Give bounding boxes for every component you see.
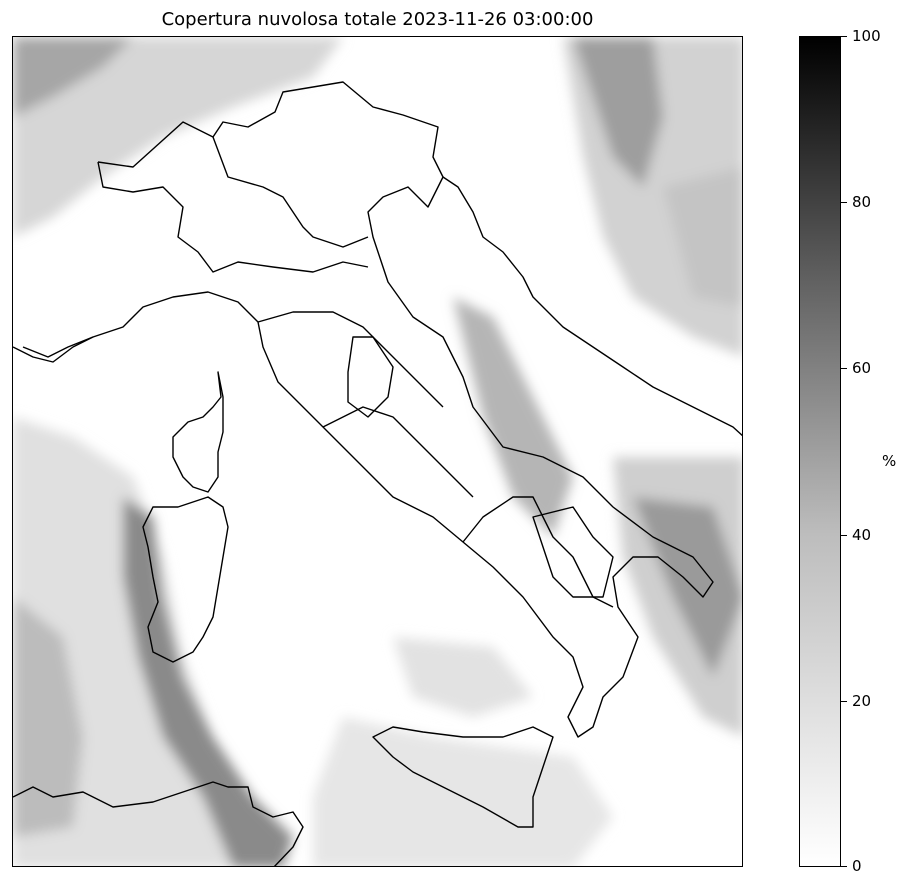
colorbar-unit: %: [882, 452, 897, 470]
colorbar: [799, 36, 841, 867]
cloud-alps-dark: [13, 37, 133, 117]
cloud-balkans-east: [663, 167, 742, 307]
coast-france: [13, 336, 94, 363]
colorbar-tick-label: 40: [852, 526, 872, 544]
map-title: Copertura nuvolosa totale 2023-11-26 03:…: [161, 9, 594, 30]
borders: [13, 81, 742, 866]
cloud-tyrrhenian: [393, 637, 533, 717]
colorbar-tick: [841, 202, 847, 203]
colorbar-tick-label: 20: [852, 692, 872, 710]
island-sardinia: [142, 496, 229, 663]
colorbar-tick-label: 0: [852, 857, 862, 875]
island-sicily: [372, 726, 554, 828]
coast-balkans: [442, 176, 742, 437]
colorbar-tick: [841, 866, 847, 867]
cloud-south: [313, 717, 613, 866]
border-umbria: [347, 336, 394, 418]
border-north-regions: [212, 136, 369, 248]
border-south: [462, 496, 614, 608]
island-corsica: [172, 371, 224, 493]
border-center: [257, 311, 444, 408]
map-area: [12, 36, 743, 867]
colorbar-tick-label: 60: [852, 359, 872, 377]
colorbar-tick: [841, 535, 847, 536]
cloud-cover-map: [13, 37, 742, 866]
coast-north-italy: [22, 81, 714, 738]
cloud-alps: [13, 37, 343, 237]
colorbar-tick-label: 100: [852, 27, 881, 45]
colorbar-tick-label: 80: [852, 193, 872, 211]
cloud-west-far: [13, 597, 83, 837]
border-alps: [97, 161, 369, 273]
cloud-ionian-dark: [633, 497, 742, 677]
cloud-apennine: [453, 297, 573, 537]
colorbar-tick: [841, 368, 847, 369]
border-lazio: [322, 406, 474, 498]
border-basilicata: [532, 506, 614, 598]
colorbar-tick: [841, 36, 847, 37]
coast-north-africa: [13, 781, 304, 866]
cloud-balkans-dark: [573, 37, 663, 187]
cloud-west-dark: [123, 497, 293, 866]
colorbar-tick: [841, 701, 847, 702]
cloud-fields: [13, 37, 742, 866]
